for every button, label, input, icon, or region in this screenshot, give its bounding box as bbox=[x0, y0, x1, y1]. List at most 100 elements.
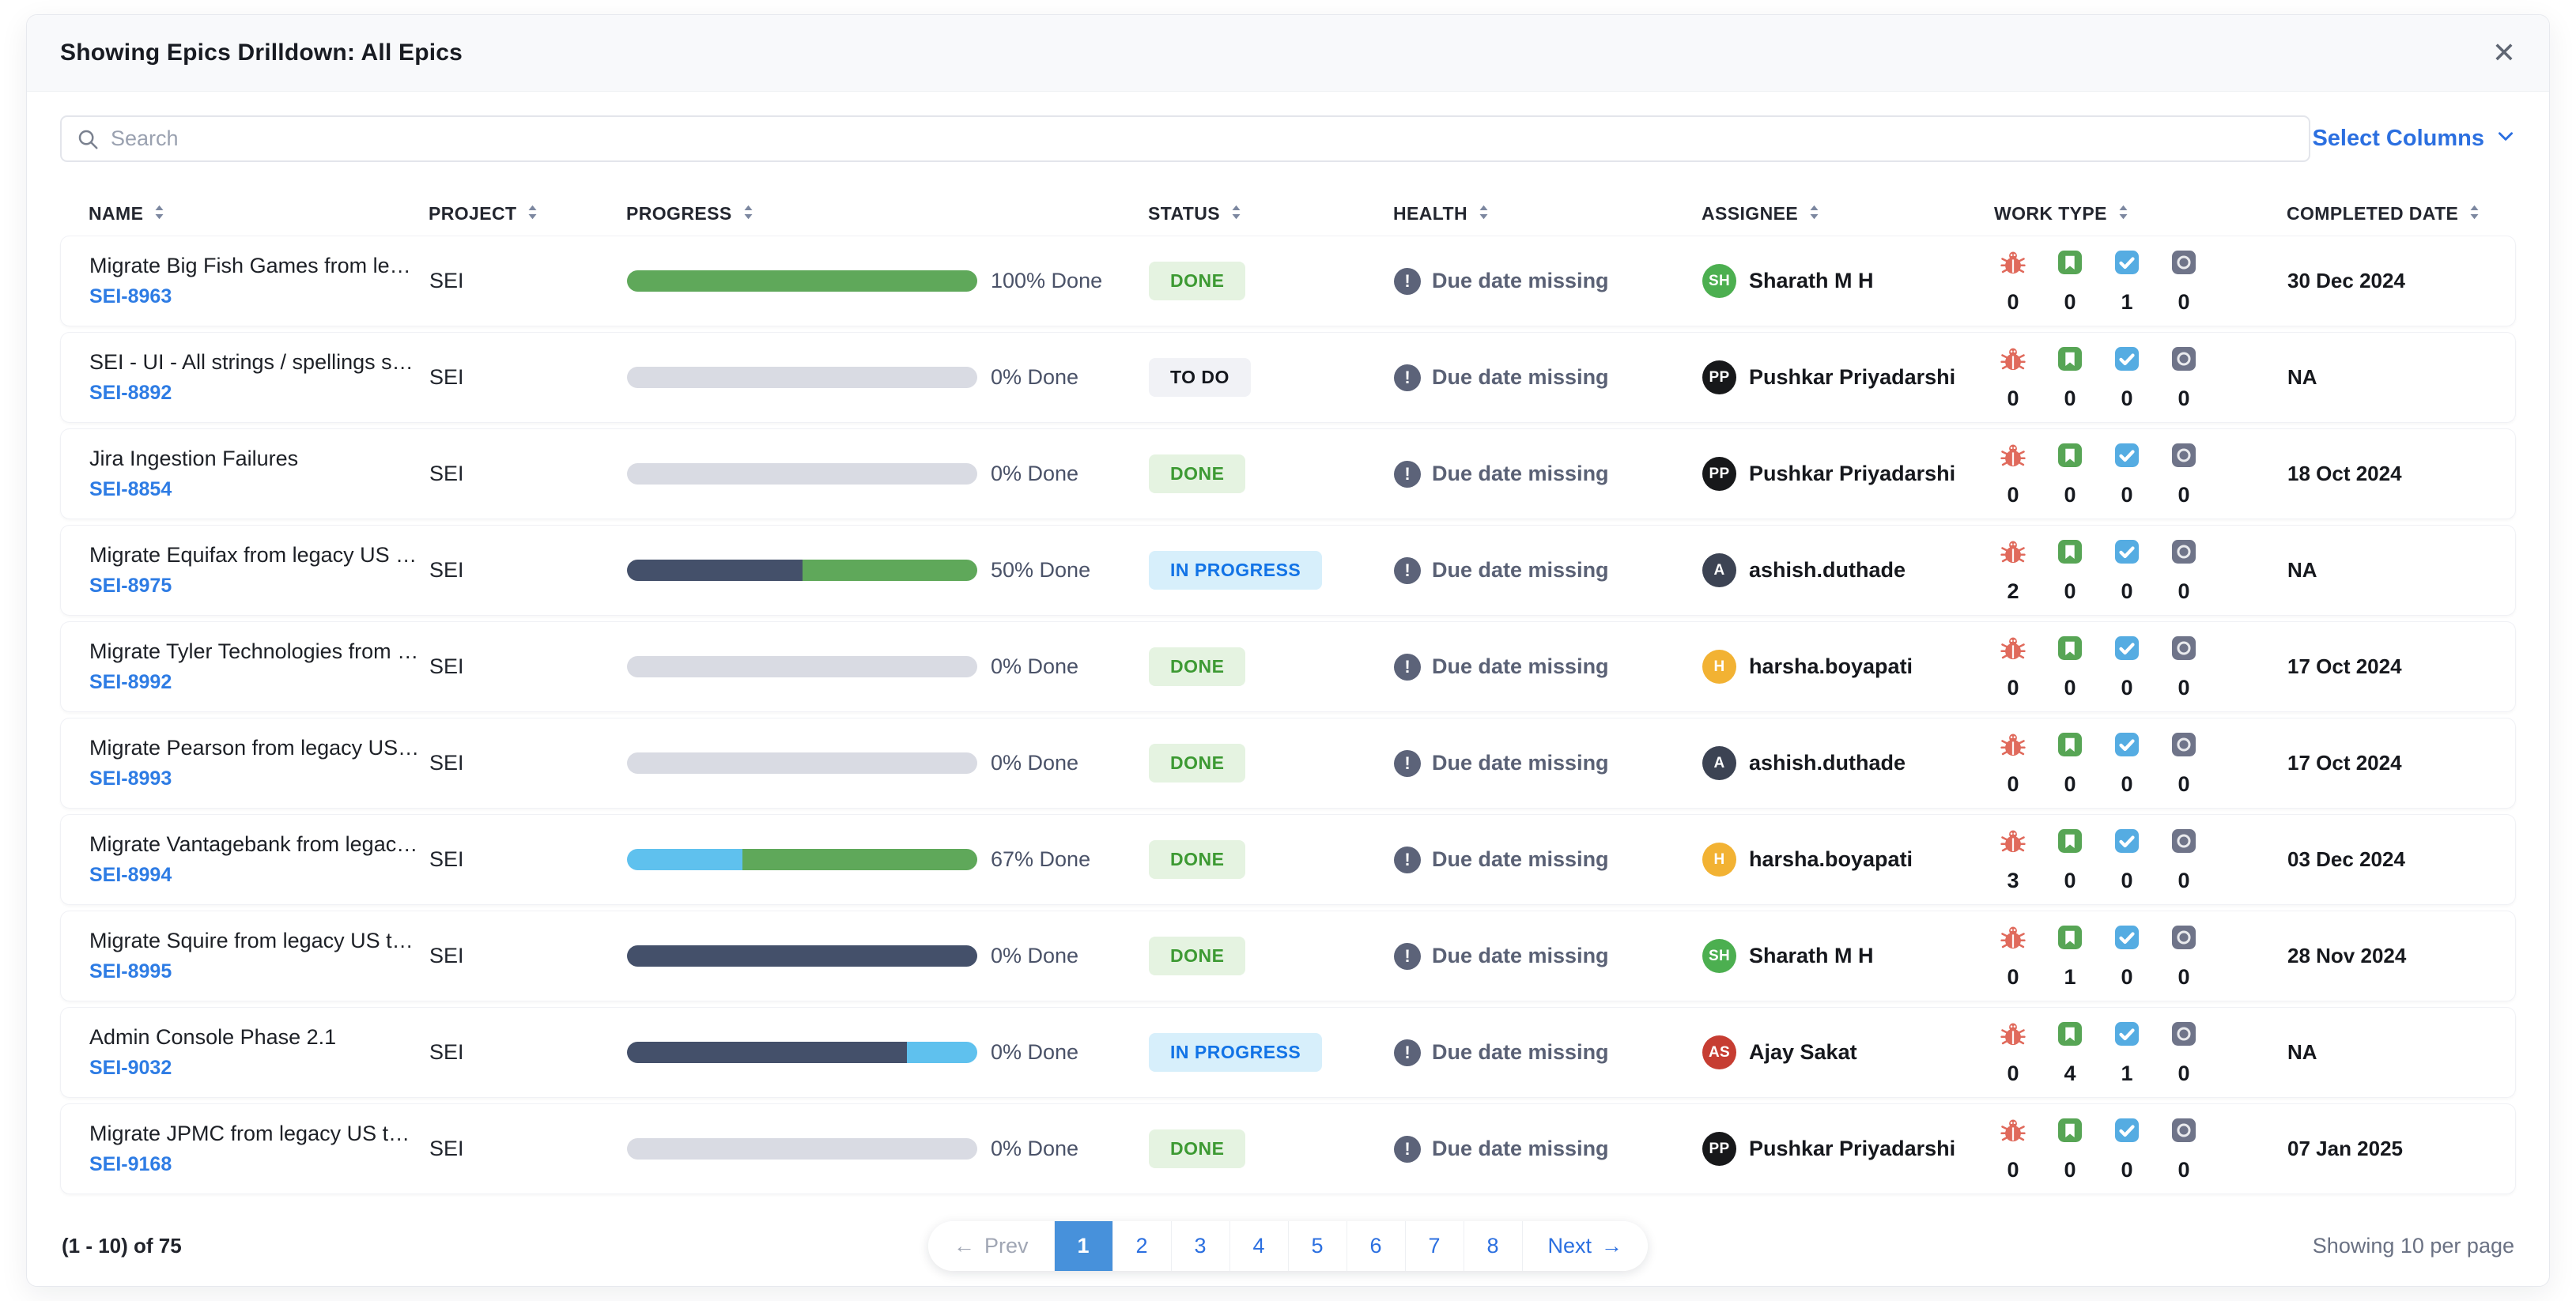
status-cell: IN PROGRESS bbox=[1149, 1033, 1394, 1072]
epic-project: SEI bbox=[429, 654, 464, 678]
assignee-cell: A ashish.duthade bbox=[1702, 553, 1995, 587]
pagination-page-8[interactable]: 8 bbox=[1464, 1220, 1523, 1271]
pagination-page-1[interactable]: 1 bbox=[1054, 1220, 1113, 1271]
progress-cell: 50% Done bbox=[627, 558, 1149, 583]
task-count: 0 bbox=[2121, 1157, 2133, 1182]
assignee-name: Pushkar Priyadarshi bbox=[1749, 462, 1956, 485]
progress-bar bbox=[627, 1042, 977, 1063]
column-header-completed[interactable]: COMPLETED DATE bbox=[2287, 203, 2487, 224]
health-cell: ! Due date missing bbox=[1394, 846, 1702, 873]
due-date-warning-icon: ! bbox=[1394, 1039, 1421, 1066]
completed-date: 17 Oct 2024 bbox=[2287, 654, 2402, 678]
health-label: Due date missing bbox=[1432, 558, 1609, 582]
pagination-page-4[interactable]: 4 bbox=[1229, 1220, 1289, 1271]
work-type-task: 0 bbox=[2109, 634, 2145, 700]
column-header-assignee[interactable]: ASSIGNEE bbox=[1702, 203, 1994, 224]
column-header-status[interactable]: STATUS bbox=[1148, 203, 1393, 224]
column-header-project[interactable]: PROJECT bbox=[429, 203, 626, 224]
pagination-page-2[interactable]: 2 bbox=[1112, 1220, 1172, 1271]
status-cell: DONE bbox=[1149, 454, 1394, 493]
epic-key-link[interactable]: SEI-8892 bbox=[89, 382, 172, 404]
other-icon bbox=[2170, 1020, 2198, 1052]
epic-key-link[interactable]: SEI-9032 bbox=[89, 1057, 172, 1079]
epic-key-link[interactable]: SEI-8992 bbox=[89, 671, 172, 693]
story-icon bbox=[2056, 537, 2084, 570]
task-count: 1 bbox=[2121, 1061, 2133, 1085]
health-label: Due date missing bbox=[1432, 365, 1609, 389]
completed-date: 17 Oct 2024 bbox=[2287, 751, 2402, 775]
close-button[interactable]: ✕ bbox=[2491, 36, 2516, 69]
epic-key-link[interactable]: SEI-8963 bbox=[89, 285, 172, 307]
task-count: 1 bbox=[2121, 289, 2133, 314]
pagination-page-6[interactable]: 6 bbox=[1347, 1220, 1406, 1271]
epic-key-link[interactable]: SEI-8854 bbox=[89, 478, 172, 500]
select-columns-button[interactable]: Select Columns bbox=[2312, 126, 2516, 153]
avatar: PP bbox=[1702, 457, 1736, 491]
progress-label: 0% Done bbox=[991, 462, 1079, 485]
bug-count: 0 bbox=[2007, 675, 2019, 700]
epic-key-link[interactable]: SEI-8995 bbox=[89, 960, 172, 982]
progress-label: 0% Done bbox=[991, 751, 1079, 775]
story-count: 0 bbox=[2064, 482, 2076, 507]
bug-icon bbox=[1999, 1116, 2027, 1148]
column-header-progress[interactable]: PROGRESS bbox=[626, 203, 1148, 224]
assignee-cell: H harsha.boyapati bbox=[1702, 843, 1995, 877]
story-icon bbox=[2056, 1116, 2084, 1148]
epic-key-link[interactable]: SEI-8993 bbox=[89, 767, 172, 790]
progress-segment bbox=[907, 1042, 977, 1063]
work-type-bug: 0 bbox=[1995, 1116, 2031, 1182]
pagination-page-7[interactable]: 7 bbox=[1405, 1220, 1464, 1271]
epic-title: Migrate Tyler Technologies from legacy U… bbox=[89, 639, 421, 663]
column-header-worktype[interactable]: WORK TYPE bbox=[1994, 203, 2287, 224]
column-header-name[interactable]: NAME bbox=[89, 203, 429, 224]
avatar: A bbox=[1702, 746, 1736, 780]
avatar: H bbox=[1702, 843, 1736, 877]
due-date-warning-icon: ! bbox=[1394, 267, 1421, 295]
table-row: Migrate Squire from legacy US to SEI on … bbox=[60, 911, 2516, 1001]
toolbar: Select Columns bbox=[60, 115, 2516, 162]
epic-key-link[interactable]: SEI-8994 bbox=[89, 864, 172, 886]
status-badge: DONE bbox=[1149, 262, 1246, 300]
health-cell: ! Due date missing bbox=[1394, 942, 1702, 970]
sort-icon bbox=[527, 203, 538, 224]
pagination-prev-button[interactable]: ← Prev bbox=[927, 1220, 1055, 1271]
health-label: Due date missing bbox=[1432, 847, 1609, 871]
epic-key-link[interactable]: SEI-8975 bbox=[89, 575, 172, 597]
work-type-cell: 3 0 0 bbox=[1995, 827, 2287, 893]
bug-count: 2 bbox=[2007, 579, 2019, 603]
progress-cell: 67% Done bbox=[627, 847, 1149, 872]
other-count: 0 bbox=[2178, 771, 2190, 796]
progress-cell: 0% Done bbox=[627, 462, 1149, 486]
progress-cell: 0% Done bbox=[627, 1137, 1149, 1161]
pagination-next-button[interactable]: Next → bbox=[1522, 1220, 1649, 1271]
health-cell: ! Due date missing bbox=[1394, 556, 1702, 584]
epic-title: Migrate Squire from legacy US to SEI on … bbox=[89, 929, 421, 952]
status-badge: DONE bbox=[1149, 744, 1246, 782]
other-icon bbox=[2170, 248, 2198, 281]
bug-count: 0 bbox=[2007, 1157, 2019, 1182]
bug-icon bbox=[1999, 827, 2027, 859]
name-cell: Admin Console Phase 2.1 SEI-9032 bbox=[89, 1025, 429, 1080]
story-icon bbox=[2056, 345, 2084, 377]
progress-bar bbox=[627, 270, 977, 292]
work-type-cell: 0 0 0 bbox=[1995, 345, 2287, 411]
pagination-page-3[interactable]: 3 bbox=[1171, 1220, 1230, 1271]
status-cell: TO DO bbox=[1149, 358, 1394, 397]
pagination-page-5[interactable]: 5 bbox=[1288, 1220, 1347, 1271]
progress-cell: 0% Done bbox=[627, 751, 1149, 775]
progress-segment bbox=[627, 945, 977, 967]
column-header-health[interactable]: HEALTH bbox=[1393, 203, 1702, 224]
work-type-other: 0 bbox=[2166, 634, 2202, 700]
work-type-bug: 3 bbox=[1995, 827, 2031, 893]
search-input[interactable] bbox=[60, 115, 2310, 162]
epic-key-link[interactable]: SEI-9168 bbox=[89, 1153, 172, 1175]
work-type-task: 0 bbox=[2109, 537, 2145, 604]
other-icon bbox=[2170, 827, 2198, 859]
bug-icon bbox=[1999, 248, 2027, 281]
completed-date: NA bbox=[2287, 365, 2317, 389]
progress-segment bbox=[627, 270, 977, 292]
work-type-task: 0 bbox=[2109, 441, 2145, 507]
health-label: Due date missing bbox=[1432, 269, 1609, 292]
task-icon bbox=[2113, 248, 2141, 281]
column-label: NAME bbox=[89, 203, 144, 224]
